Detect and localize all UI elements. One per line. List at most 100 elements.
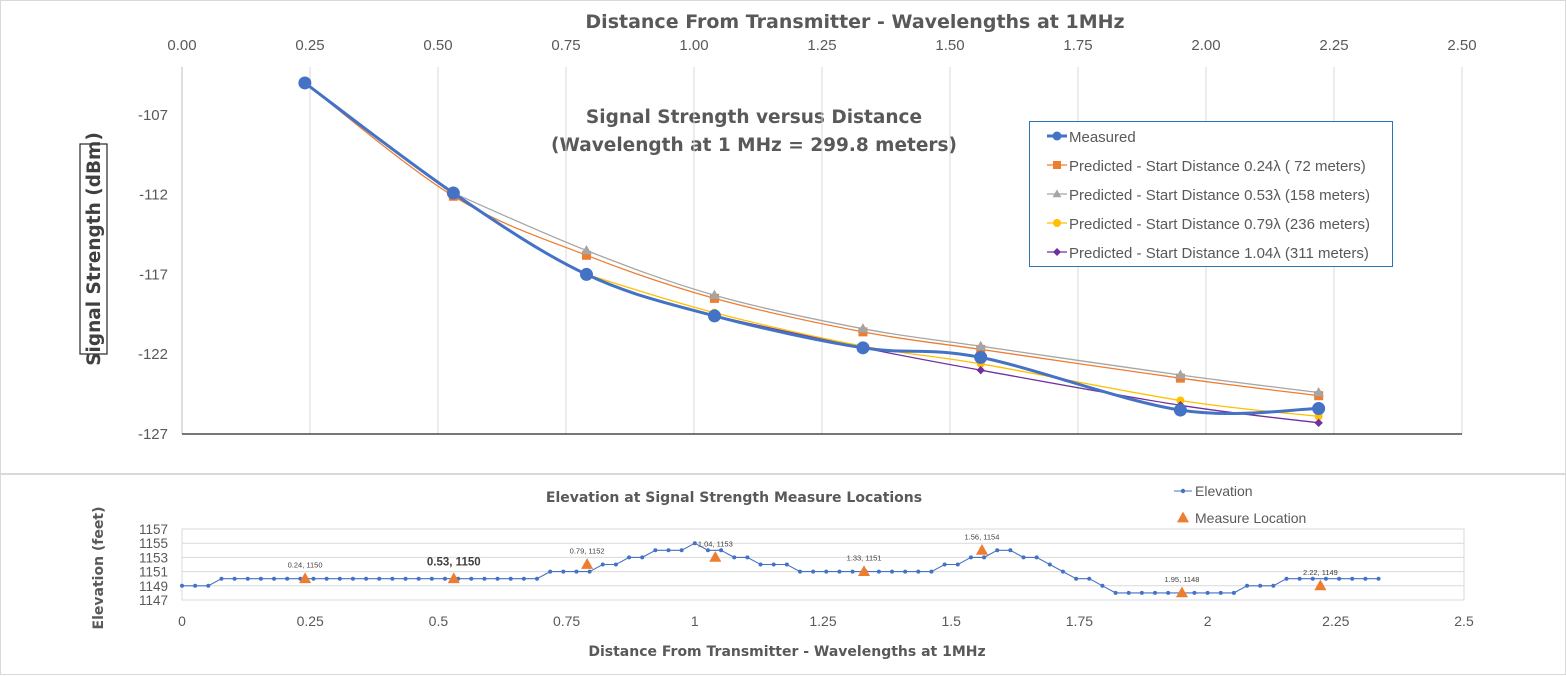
bottom-x-tick-label: 0.75 (553, 613, 580, 629)
elevation-point (377, 576, 382, 581)
elevation-point (429, 576, 434, 581)
bottom-legend: Elevation Measure Location (1174, 483, 1306, 526)
elevation-point (968, 555, 973, 560)
top-y-tick-label: -107 (138, 107, 168, 124)
elevation-point (916, 569, 921, 574)
elevation-point (745, 555, 750, 560)
top-series-point-0 (856, 341, 870, 355)
elevation-point (548, 569, 553, 574)
elevation-point (929, 569, 934, 574)
elevation-point (955, 562, 960, 567)
elevation-point (1060, 569, 1065, 574)
top-x-tick-label: 2.25 (1319, 37, 1348, 54)
bottom-x-tick-label: 0 (178, 613, 186, 629)
top-legend-label-3: Predicted - Start Distance 0.79λ (236 me… (1069, 216, 1370, 233)
elevation-point (521, 576, 526, 581)
top-series-point-0 (1173, 403, 1187, 417)
top-x-tick-label: 0.00 (167, 37, 196, 54)
top-x-tick-label: 2.50 (1447, 37, 1476, 54)
elevation-point (587, 569, 592, 574)
elevation-point (180, 583, 184, 588)
top-legend-label-1: Predicted - Start Distance 0.24λ ( 72 me… (1069, 158, 1366, 175)
elevation-point (1074, 576, 1079, 581)
top-series-point-2 (857, 323, 869, 333)
elevation-point (824, 569, 829, 574)
top-x-tick-label: 0.75 (551, 37, 580, 54)
elevation-point (442, 576, 447, 581)
measure-location-point (299, 572, 312, 584)
elevation-point (850, 569, 855, 574)
elevation-point (1113, 590, 1118, 595)
top-series-point-0 (298, 76, 312, 90)
bottom-y-tick-label: 1147 (139, 593, 168, 608)
top-series-point-4 (976, 365, 985, 375)
elevation-point (758, 562, 763, 567)
top-series-point-3 (1176, 396, 1185, 405)
elevation-point (337, 576, 342, 581)
top-series-line-3 (586, 273, 1319, 418)
elevation-point (324, 576, 329, 581)
top-series-point-0 (974, 350, 988, 364)
top-y-axis-title: Signal Strength (dBm) (84, 132, 105, 366)
elevation-point (232, 576, 237, 581)
bottom-x-tick-label: 2.25 (1322, 613, 1349, 629)
top-legend-box (1029, 121, 1393, 267)
top-x-tick-label: 0.25 (295, 37, 324, 54)
elevation-point (679, 548, 684, 553)
elevation-point (1153, 590, 1158, 595)
bottom-legend-label-elevation: Elevation (1195, 483, 1253, 499)
elevation-point (995, 548, 1000, 553)
top-series-point-2 (1175, 369, 1186, 379)
bottom-y-axis-title: Elevation (feet) (91, 507, 107, 630)
measure-location-point (1314, 579, 1327, 591)
bottom-x-tick-label: 1.25 (809, 613, 836, 629)
top-series-line-4 (714, 315, 1319, 424)
elevation-point (1218, 590, 1223, 595)
elevation-point (784, 562, 789, 567)
measure-location-label: 0.24, 1150 (288, 561, 323, 570)
elevation-point (653, 548, 658, 553)
measure-location-point (709, 551, 722, 562)
top-chart-title-group: Signal Strength versus Distance (Wavelen… (551, 107, 957, 156)
elevation-point (469, 576, 474, 581)
top-chart-title: Signal Strength versus Distance (586, 107, 922, 128)
elevation-point (482, 576, 487, 581)
elevation-point (272, 576, 277, 581)
measure-location-label: 2.22, 1149 (1303, 568, 1338, 577)
top-series-point-0 (707, 309, 721, 323)
elevation-point (285, 576, 290, 581)
elevation-point (1231, 590, 1236, 595)
elevation-point (193, 583, 198, 588)
bottom-legend-label-measure: Measure Location (1195, 510, 1306, 526)
top-legend-marker-1 (1053, 161, 1061, 169)
elevation-point (797, 569, 802, 574)
bottom-chart-frame (0, 474, 1566, 675)
top-y-tick-label: -117 (139, 266, 168, 283)
bottom-x-tick-label: 2 (1204, 613, 1212, 629)
bottom-x-tick-label: 1.5 (941, 613, 961, 629)
elevation-point (350, 576, 355, 581)
elevation-point (1350, 576, 1355, 581)
elevation-point (1297, 576, 1302, 581)
top-x-tick-label: 1.75 (1063, 37, 1092, 54)
top-series-point-0 (1312, 401, 1326, 415)
elevation-point (705, 548, 710, 553)
elevation-point (876, 569, 881, 574)
elevation-point (1323, 576, 1328, 581)
elevation-point (771, 562, 776, 567)
elevation-point (1205, 590, 1210, 595)
bottom-y-tick-label: 1149 (139, 579, 168, 594)
top-legend-label-2: Predicted - Start Distance 0.53λ (158 me… (1069, 187, 1370, 204)
elevation-point (1008, 548, 1013, 553)
bottom-x-tick-label: 1 (691, 613, 699, 629)
elevation-point (890, 569, 895, 574)
elevation-point (627, 555, 632, 560)
measure-location-point (857, 565, 871, 576)
measure-location-point (975, 543, 989, 555)
elevation-point (811, 569, 816, 574)
top-x-tick-label: 2.00 (1191, 37, 1220, 54)
top-legend-marker-4 (1053, 248, 1061, 256)
elevation-point (574, 569, 579, 574)
top-series-point-0 (579, 267, 593, 281)
